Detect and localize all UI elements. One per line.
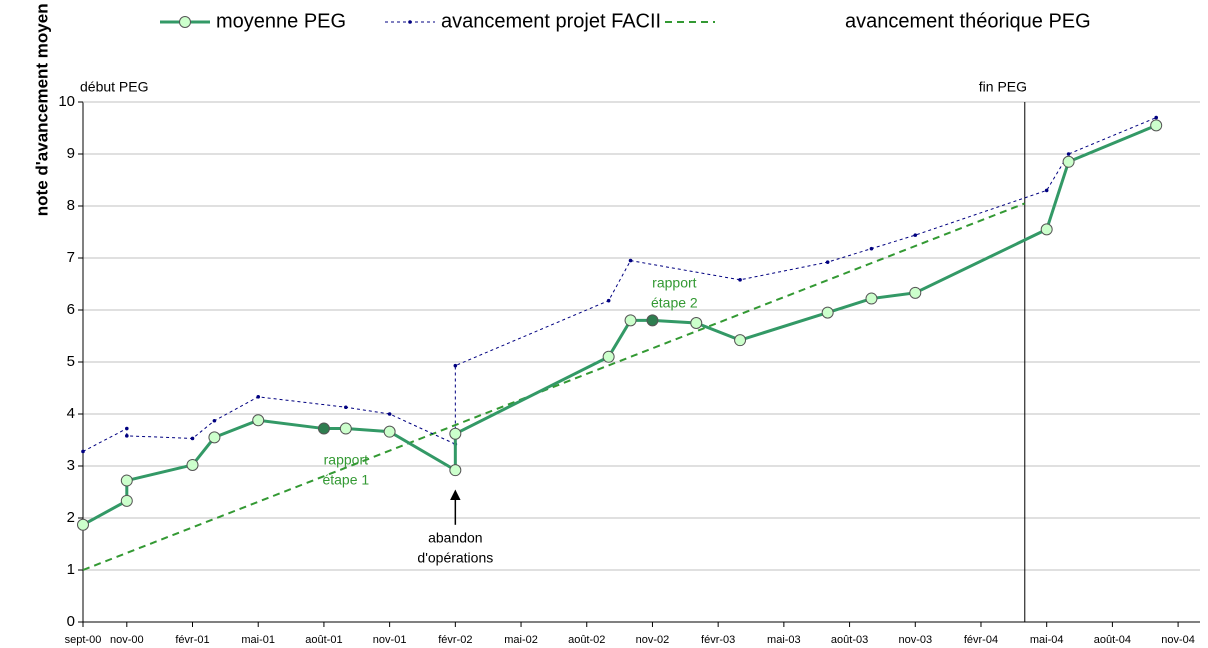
y-tick-label: 10 <box>58 93 75 110</box>
x-tick-label: févr-04 <box>964 634 998 646</box>
marker <box>825 260 830 264</box>
marker <box>606 298 611 303</box>
x-tick-label: févr-01 <box>175 634 209 646</box>
y-tick-label: 7 <box>67 249 75 266</box>
y-tick-label: 5 <box>67 353 75 370</box>
marker <box>453 363 458 368</box>
marker <box>212 418 217 423</box>
marker <box>1150 119 1163 132</box>
series-line <box>82 124 1157 527</box>
x-tick-label: nov-02 <box>636 634 670 646</box>
marker <box>628 258 633 263</box>
marker <box>125 426 129 431</box>
x-tick-label: août-04 <box>1094 634 1131 646</box>
y-tick-label: 3 <box>67 457 75 474</box>
annotation: d'opérations <box>417 550 493 566</box>
marker <box>734 334 747 347</box>
marker <box>208 431 221 444</box>
y-tick-label: 6 <box>67 301 75 318</box>
marker <box>77 518 89 531</box>
x-tick-label: août-01 <box>305 634 342 646</box>
annotation: rapport <box>324 452 368 468</box>
marker <box>909 286 922 299</box>
marker <box>865 292 878 305</box>
legend-marker <box>179 16 191 28</box>
x-tick-label: mai-02 <box>504 634 538 646</box>
series-line <box>82 202 1026 571</box>
marker <box>1066 152 1071 156</box>
marker <box>913 233 918 237</box>
marker <box>120 474 133 487</box>
marker <box>81 449 85 454</box>
marker <box>1062 155 1075 168</box>
marker <box>602 350 615 363</box>
marker <box>1044 188 1049 193</box>
annotation: rapport <box>652 275 696 291</box>
marker <box>344 405 348 410</box>
marker <box>821 306 834 319</box>
marker <box>252 414 265 427</box>
marker <box>449 464 462 477</box>
x-tick-label: août-03 <box>831 634 868 646</box>
x-tick-label: nov-00 <box>110 634 144 646</box>
y-tick-label: 8 <box>67 197 75 214</box>
marker <box>125 434 129 438</box>
annotation: étape 1 <box>322 472 369 488</box>
x-tick-label: sept-00 <box>65 634 102 646</box>
x-tick-label: févr-03 <box>701 634 735 646</box>
x-tick-label: août-02 <box>568 634 605 646</box>
annotation: étape 2 <box>651 295 698 311</box>
legend-marker <box>408 20 412 24</box>
y-tick-label: 9 <box>67 145 75 162</box>
marker <box>186 458 199 471</box>
marker <box>120 494 133 507</box>
marker <box>449 427 462 440</box>
marker <box>624 314 637 327</box>
x-tick-label: nov-04 <box>1161 634 1195 646</box>
y-tick-label: 1 <box>67 561 75 578</box>
legend-label: avancement projet FACII <box>441 10 661 32</box>
y-tick-label: 2 <box>67 509 75 526</box>
annotation: abandon <box>428 530 483 546</box>
marker <box>869 246 874 251</box>
series-line <box>82 117 1157 452</box>
x-tick-label: nov-01 <box>373 634 407 646</box>
marker <box>690 317 703 329</box>
marker <box>646 314 659 327</box>
y-axis-label: note d'avancement moyen des opérations <box>32 0 51 216</box>
x-tick-label: nov-03 <box>898 634 932 646</box>
legend-label: avancement théorique PEG <box>845 10 1091 32</box>
marker <box>387 412 392 416</box>
marker <box>339 422 352 435</box>
legend-label: moyenne PEG <box>216 10 346 32</box>
y-tick-label: 4 <box>67 405 75 422</box>
marker <box>738 278 742 282</box>
x-tick-label: mai-03 <box>767 634 801 646</box>
y-tick-label: 0 <box>67 613 75 630</box>
marker <box>190 436 195 441</box>
marker <box>1040 223 1053 236</box>
start-label: début PEG <box>80 79 149 95</box>
marker <box>317 422 330 435</box>
end-label: fin PEG <box>979 79 1027 95</box>
x-tick-label: mai-01 <box>241 634 275 646</box>
marker <box>256 395 261 399</box>
x-tick-label: févr-02 <box>438 634 472 646</box>
x-tick-label: mai-04 <box>1030 634 1064 646</box>
marker <box>1154 115 1158 120</box>
marker <box>383 425 396 438</box>
